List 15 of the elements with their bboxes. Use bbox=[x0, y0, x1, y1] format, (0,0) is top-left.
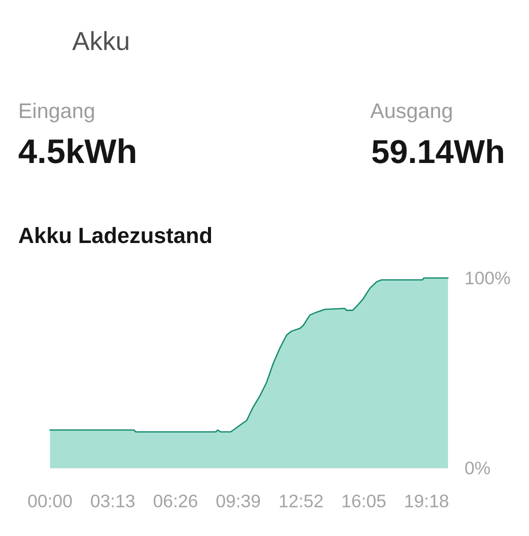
x-tick-label: 19:18 bbox=[405, 494, 448, 508]
text: Ausgang bbox=[370, 104, 452, 122]
x-tick-label: 09:39 bbox=[216, 494, 260, 508]
y-tick-label: 0% bbox=[465, 462, 490, 474]
chart-title: Akku Ladezustand bbox=[18, 227, 212, 244]
text: Akku bbox=[72, 31, 128, 50]
text: 59.14Wh bbox=[372, 139, 504, 164]
text: Eingang bbox=[20, 102, 94, 122]
y-tick-label: 100% bbox=[466, 272, 510, 284]
x-tick-label: 03:13 bbox=[90, 494, 134, 508]
text: 4.5kWh bbox=[18, 138, 136, 164]
x-tick-label: 12:52 bbox=[280, 494, 323, 508]
x-tick-label: 06:26 bbox=[154, 494, 198, 508]
x-tick-label: 00:00 bbox=[28, 494, 72, 508]
x-tick-label: 16:05 bbox=[342, 494, 386, 508]
